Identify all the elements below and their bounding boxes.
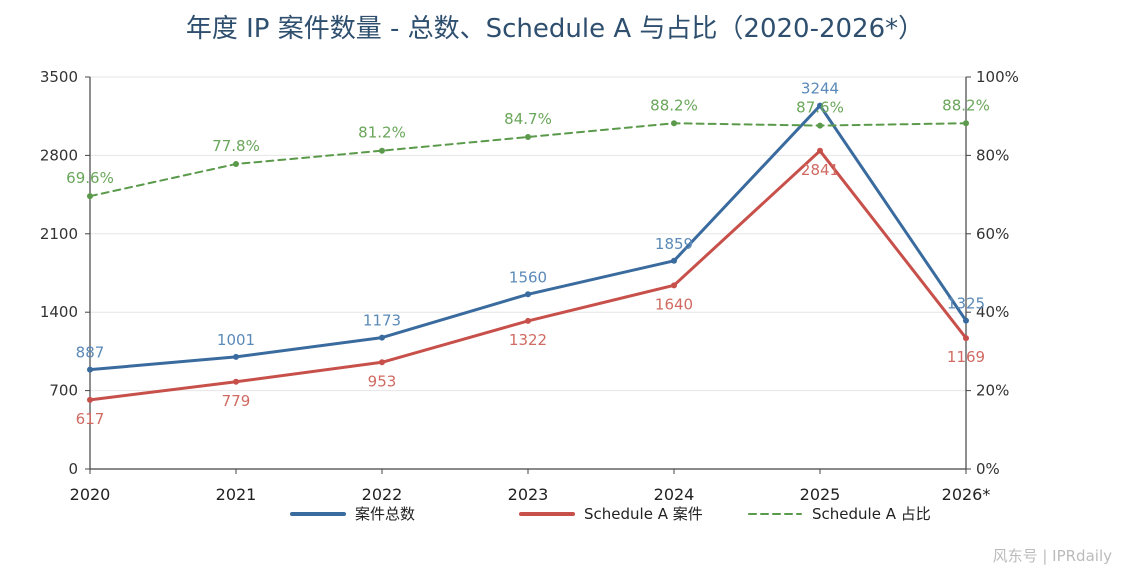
data-label-1: 1169 (947, 348, 985, 366)
data-labels: 887 1001 1173 1560 1859 3244 1325 617 779 953 1322… (66, 80, 990, 428)
data-point-1 (963, 335, 969, 342)
data-label-2: 84.7% (504, 110, 552, 128)
data-point-1 (671, 282, 677, 289)
y-left-tick-label: 700 (49, 382, 78, 400)
x-tick-label: 2024 (654, 485, 695, 504)
data-point-2 (525, 133, 531, 140)
data-point-2 (817, 122, 823, 129)
data-point-1 (379, 359, 385, 366)
data-point-1 (87, 396, 93, 403)
data-point-0 (379, 334, 385, 341)
data-label-2: 87.6% (796, 99, 844, 117)
data-label-0: 887 (76, 344, 105, 362)
data-point-2 (671, 120, 677, 127)
data-label-2: 88.2% (942, 96, 990, 114)
y-left-tick-label: 2100 (40, 225, 78, 243)
grid-lines (90, 76, 966, 392)
y-right-tick-label: 0% (976, 460, 1000, 478)
y-right-tick-label: 60% (976, 225, 1009, 243)
data-label-1: 1322 (509, 331, 547, 349)
data-point-2 (379, 147, 385, 154)
legend: 案件总数 Schedule A 案件 Schedule A 占比 (290, 505, 931, 523)
data-label-2: 81.2% (358, 124, 406, 142)
y-right-tick-label: 20% (976, 382, 1009, 400)
y-right-tick-label: 80% (976, 146, 1009, 164)
data-point-0 (87, 366, 93, 373)
x-tick-label: 2023 (508, 485, 549, 504)
data-label-2: 69.6% (66, 169, 114, 187)
data-label-1: 617 (76, 410, 105, 428)
y-left-tick-label: 0 (68, 460, 78, 478)
legend-label-2: Schedule A 占比 (812, 505, 931, 523)
plot-area (87, 102, 969, 403)
watermark: 风东号 | IPRdaily (993, 547, 1113, 565)
legend-label-0: 案件总数 (355, 505, 415, 523)
data-label-0: 1859 (655, 235, 693, 253)
data-label-0: 1325 (947, 295, 985, 313)
data-point-0 (233, 353, 239, 360)
data-point-0 (525, 291, 531, 298)
legend-label-1: Schedule A 案件 (584, 505, 703, 523)
y-left-tick-label: 3500 (40, 68, 78, 86)
x-tick-label: 2020 (70, 485, 111, 504)
y-left-tick-label: 1400 (40, 303, 78, 321)
data-point-0 (963, 317, 969, 324)
data-label-0: 1560 (509, 268, 547, 286)
y-left-tick-label: 2800 (40, 146, 78, 164)
data-point-1 (817, 147, 823, 154)
data-point-0 (817, 102, 823, 109)
data-label-1: 2841 (801, 161, 839, 179)
data-label-0: 3244 (801, 80, 839, 98)
data-label-0: 1001 (217, 331, 255, 349)
x-tick-label: 2022 (362, 485, 403, 504)
data-point-1 (233, 378, 239, 385)
x-tick-label: 2025 (800, 485, 841, 504)
data-label-0: 1173 (363, 312, 401, 330)
data-label-2: 88.2% (650, 96, 698, 114)
x-tick-label: 2026* (942, 485, 991, 504)
data-label-1: 953 (368, 372, 397, 390)
data-point-2 (87, 193, 93, 200)
axes: 0 700 1400 2100 2800 3500 0% 20% 40% 60% 80% 100% 20… (40, 68, 1019, 504)
data-label-1: 1640 (655, 295, 693, 313)
x-tick-label: 2021 (216, 485, 257, 504)
data-label-1: 779 (222, 392, 251, 410)
data-point-1 (525, 317, 531, 324)
y-right-tick-label: 100% (976, 68, 1019, 86)
y-right-tick-label: 40% (976, 303, 1009, 321)
data-label-2: 77.8% (212, 137, 260, 155)
data-point-2 (963, 120, 969, 127)
data-point-2 (233, 161, 239, 168)
chart-title: 年度 IP 案件数量 - 总数、Schedule A 与占比（2020-2026… (186, 14, 924, 44)
data-point-0 (671, 257, 677, 264)
